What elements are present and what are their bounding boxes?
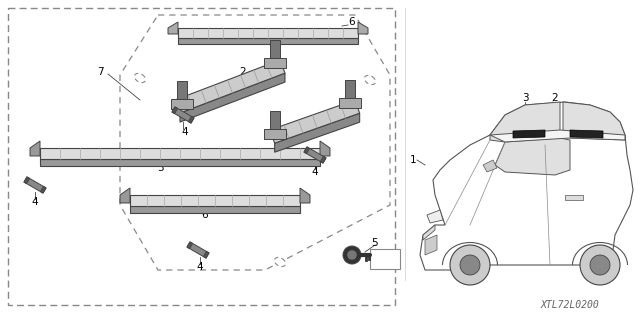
Polygon shape <box>30 141 40 156</box>
Circle shape <box>580 245 620 285</box>
Polygon shape <box>175 60 285 113</box>
Polygon shape <box>172 107 194 123</box>
Text: 7: 7 <box>97 67 103 77</box>
Polygon shape <box>187 242 209 258</box>
Polygon shape <box>24 177 46 193</box>
Polygon shape <box>490 130 625 142</box>
Polygon shape <box>304 147 326 163</box>
Polygon shape <box>130 195 300 206</box>
Polygon shape <box>188 116 194 123</box>
Text: 3: 3 <box>522 93 528 103</box>
Polygon shape <box>320 141 330 156</box>
Polygon shape <box>177 81 187 99</box>
Polygon shape <box>180 73 285 122</box>
Polygon shape <box>300 188 310 203</box>
Polygon shape <box>513 130 545 138</box>
Text: 4: 4 <box>312 167 318 177</box>
Polygon shape <box>423 225 435 240</box>
Polygon shape <box>270 100 360 143</box>
Text: 5: 5 <box>372 238 378 248</box>
Polygon shape <box>204 251 209 258</box>
Polygon shape <box>339 98 361 108</box>
Polygon shape <box>420 102 633 270</box>
Circle shape <box>590 255 610 275</box>
Bar <box>565 195 583 200</box>
Polygon shape <box>570 130 603 138</box>
Polygon shape <box>172 107 177 114</box>
Text: 4: 4 <box>182 127 188 137</box>
Ellipse shape <box>275 257 285 267</box>
Polygon shape <box>130 206 300 213</box>
Circle shape <box>460 255 480 275</box>
Text: 4: 4 <box>32 197 38 207</box>
Polygon shape <box>120 188 130 203</box>
Polygon shape <box>171 99 193 109</box>
Polygon shape <box>270 111 280 129</box>
Polygon shape <box>358 22 368 34</box>
Text: 2: 2 <box>240 67 246 77</box>
Polygon shape <box>178 38 358 44</box>
Polygon shape <box>275 113 360 152</box>
Polygon shape <box>178 28 358 38</box>
Polygon shape <box>264 58 286 68</box>
Text: 3: 3 <box>157 163 163 173</box>
Text: 1: 1 <box>410 155 416 165</box>
Ellipse shape <box>364 75 376 85</box>
Text: 4: 4 <box>196 262 204 272</box>
Text: 6: 6 <box>349 17 355 27</box>
Polygon shape <box>483 160 497 172</box>
Polygon shape <box>40 186 46 193</box>
Ellipse shape <box>134 73 145 83</box>
Polygon shape <box>345 80 355 98</box>
Polygon shape <box>495 138 570 175</box>
Circle shape <box>347 250 357 260</box>
Polygon shape <box>563 102 625 140</box>
Polygon shape <box>187 242 193 249</box>
Polygon shape <box>40 148 320 159</box>
Polygon shape <box>264 129 286 139</box>
Polygon shape <box>321 156 326 163</box>
Text: 2: 2 <box>552 93 558 103</box>
Text: 6: 6 <box>202 210 208 220</box>
Text: XTL72L0200: XTL72L0200 <box>541 300 600 310</box>
Circle shape <box>343 246 361 264</box>
Polygon shape <box>40 159 320 166</box>
Bar <box>370 249 400 269</box>
Polygon shape <box>24 177 29 184</box>
Circle shape <box>450 245 490 285</box>
Polygon shape <box>490 102 560 142</box>
Polygon shape <box>427 210 443 223</box>
Polygon shape <box>270 40 280 58</box>
Polygon shape <box>304 147 310 153</box>
Polygon shape <box>168 22 178 34</box>
Polygon shape <box>425 235 437 255</box>
